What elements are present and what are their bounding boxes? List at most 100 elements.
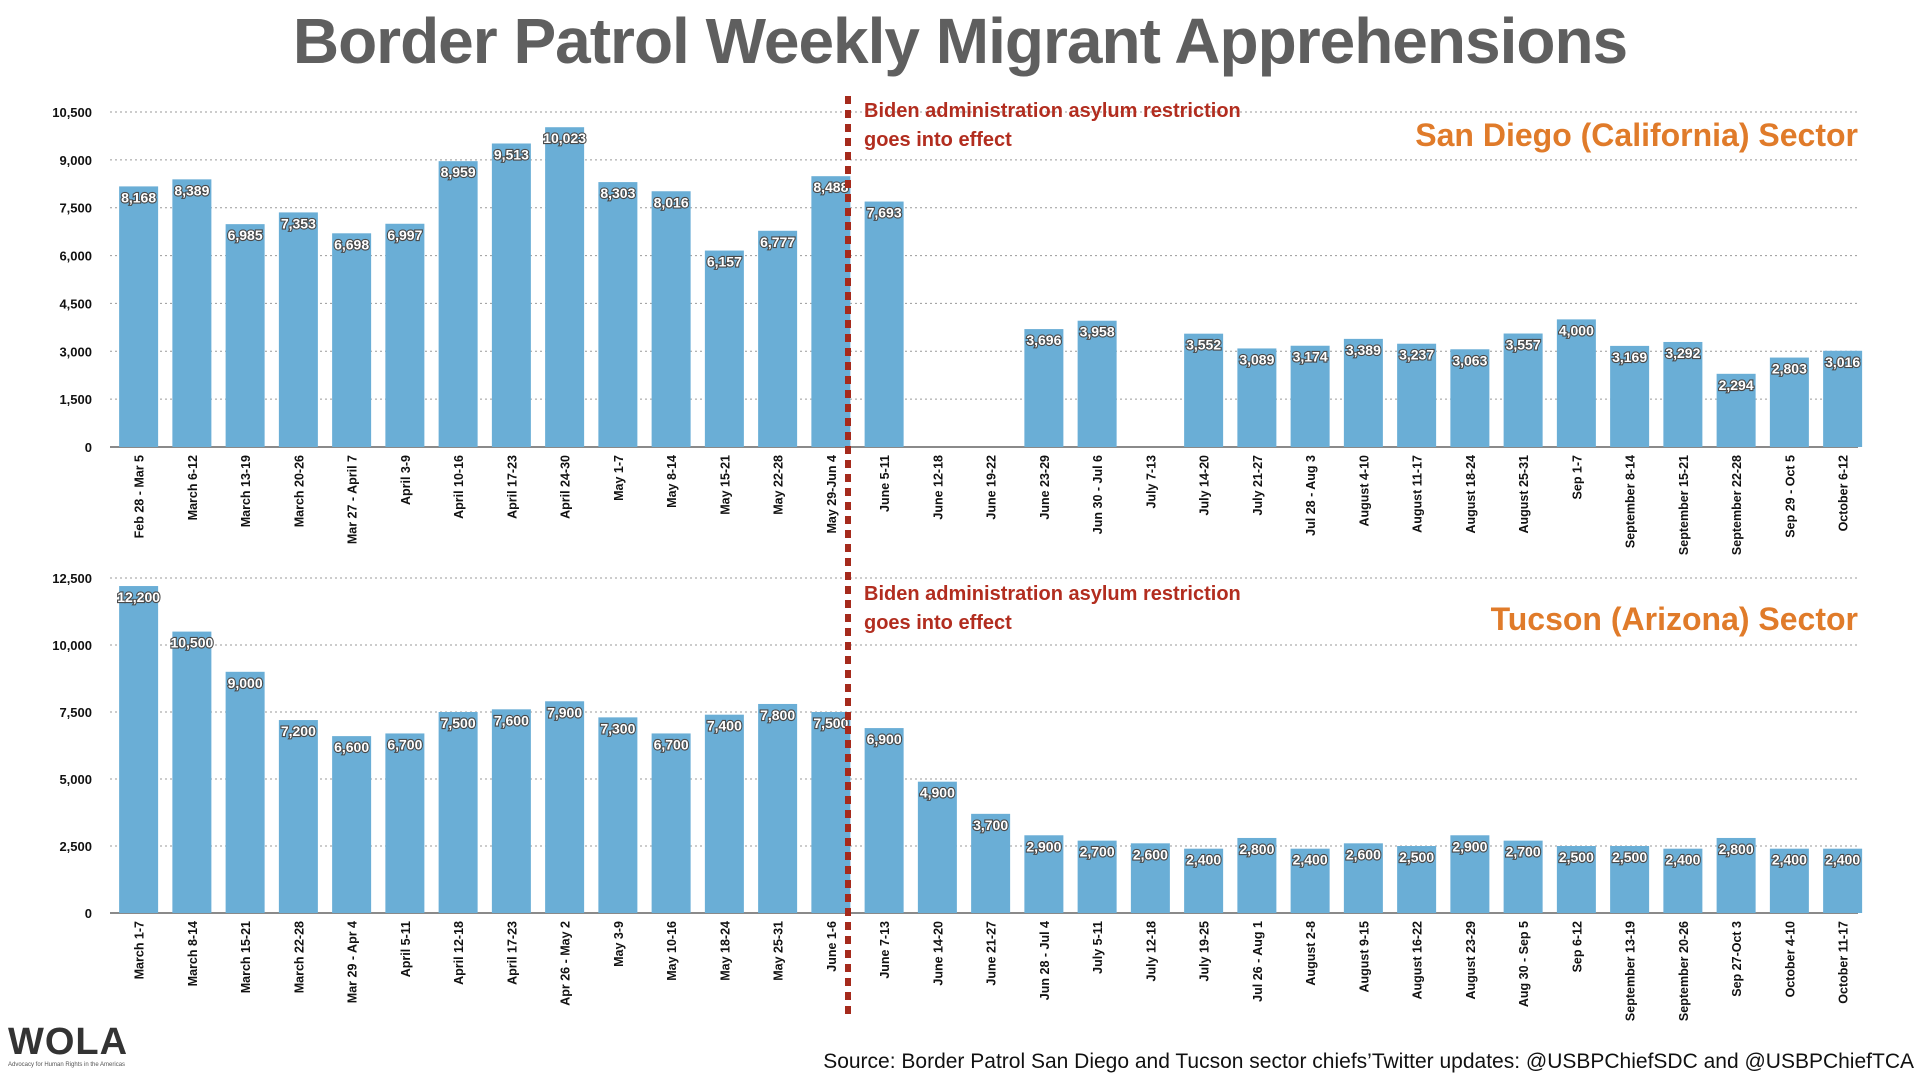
x-tick-label: March 6-12 bbox=[186, 455, 200, 520]
bar bbox=[1397, 343, 1437, 447]
bar bbox=[545, 701, 585, 913]
bar bbox=[598, 717, 638, 913]
x-tick-label: July 12-18 bbox=[1144, 921, 1158, 982]
x-tick-label: June 7-13 bbox=[878, 921, 892, 979]
bar-value-label: 6,900 bbox=[867, 731, 902, 747]
x-tick-label: April 12-18 bbox=[452, 921, 466, 985]
bar bbox=[758, 230, 798, 447]
bar bbox=[811, 712, 851, 913]
bar-value-label: 3,292 bbox=[1665, 345, 1700, 361]
x-tick-label: June 12-18 bbox=[931, 455, 945, 520]
bar bbox=[1716, 373, 1756, 447]
x-tick-label: March 20-26 bbox=[292, 455, 306, 527]
x-tick-label: October 6-12 bbox=[1837, 455, 1851, 531]
bar-value-label: 2,400 bbox=[1665, 852, 1700, 868]
x-tick-label: August 16-22 bbox=[1411, 921, 1425, 1000]
bar bbox=[225, 224, 265, 447]
x-tick-label: Jun 30 - Jul 6 bbox=[1091, 455, 1105, 534]
bar-value-label: 3,958 bbox=[1080, 324, 1115, 340]
bar-value-label: 3,389 bbox=[1346, 342, 1381, 358]
bar-value-label: 6,985 bbox=[228, 227, 263, 243]
bar-value-label: 3,237 bbox=[1399, 347, 1434, 363]
bar bbox=[598, 182, 638, 447]
bar-value-label: 7,900 bbox=[547, 704, 582, 720]
x-tick-label: Sep 27-Oct 3 bbox=[1730, 921, 1744, 997]
x-tick-label: May 22-28 bbox=[772, 455, 786, 515]
bar bbox=[1610, 345, 1650, 447]
bar-value-label: 6,157 bbox=[707, 254, 742, 270]
bar bbox=[385, 223, 425, 447]
wola-logo: WOLA Advocacy for Human Rights in the Am… bbox=[8, 1022, 168, 1080]
bar bbox=[119, 186, 159, 447]
x-tick-label: Aug 30 - Sep 5 bbox=[1517, 921, 1531, 1007]
bar-value-label: 3,016 bbox=[1825, 354, 1860, 370]
x-tick-label: July 5-11 bbox=[1091, 921, 1105, 974]
x-tick-label: July 19-25 bbox=[1198, 921, 1212, 982]
bar-value-label: 3,552 bbox=[1186, 337, 1221, 353]
x-tick-label: June 5-11 bbox=[878, 455, 892, 512]
bar bbox=[1503, 333, 1543, 447]
x-tick-label: August 9-15 bbox=[1357, 921, 1371, 993]
bar bbox=[1077, 840, 1117, 913]
bar bbox=[119, 586, 159, 913]
x-tick-label: Mar 27 - April 7 bbox=[346, 455, 360, 544]
x-tick-label: May 29-Jun 4 bbox=[825, 455, 839, 534]
x-tick-label: April 24-30 bbox=[559, 455, 573, 519]
y-tick-label: 3,000 bbox=[59, 344, 92, 359]
bar-value-label: 7,600 bbox=[494, 712, 529, 728]
x-tick-label: July 14-20 bbox=[1198, 455, 1212, 516]
bar bbox=[491, 143, 531, 448]
y-tick-label: 9,000 bbox=[59, 153, 92, 168]
bar-value-label: 6,600 bbox=[334, 739, 369, 755]
bar bbox=[1503, 840, 1543, 913]
bar-value-label: 2,900 bbox=[1026, 838, 1061, 854]
bar-value-label: 2,800 bbox=[1719, 841, 1754, 857]
x-tick-label: Jul 28 - Aug 3 bbox=[1304, 455, 1318, 536]
bar bbox=[278, 720, 318, 913]
policy-annotation: Biden administration asylum restriction g… bbox=[864, 583, 1241, 634]
bar-value-label: 8,303 bbox=[600, 185, 635, 201]
x-tick-label: May 1-7 bbox=[612, 455, 626, 501]
y-tick-label: 1,500 bbox=[59, 392, 92, 407]
bar-value-label: 12,200 bbox=[117, 589, 160, 605]
bar-value-label: 6,997 bbox=[387, 227, 422, 243]
bar bbox=[917, 781, 957, 913]
bar bbox=[1823, 848, 1863, 913]
x-tick-label: Feb 28 - Mar 5 bbox=[133, 455, 147, 538]
x-tick-label: September 22-28 bbox=[1730, 455, 1744, 555]
x-tick-label: September 15-21 bbox=[1677, 455, 1691, 555]
x-tick-label: May 3-9 bbox=[612, 921, 626, 967]
x-tick-label: June 23-29 bbox=[1038, 455, 1052, 520]
bar bbox=[1237, 837, 1277, 913]
bar-value-label: 2,600 bbox=[1133, 846, 1168, 862]
bar bbox=[1556, 319, 1596, 447]
bar bbox=[1823, 350, 1863, 447]
bar-value-label: 3,696 bbox=[1026, 332, 1061, 348]
bar bbox=[1077, 320, 1117, 447]
y-tick-label: 0 bbox=[85, 440, 92, 455]
x-tick-label: August 18-24 bbox=[1464, 455, 1478, 534]
bar-value-label: 3,169 bbox=[1612, 349, 1647, 365]
bar bbox=[971, 813, 1011, 913]
bar-value-label: 6,777 bbox=[760, 234, 795, 250]
bar bbox=[651, 191, 691, 447]
bar-value-label: 6,700 bbox=[654, 736, 689, 752]
y-tick-label: 7,500 bbox=[59, 201, 92, 216]
bar-value-label: 2,500 bbox=[1399, 849, 1434, 865]
x-tick-label: October 11-17 bbox=[1837, 921, 1851, 1004]
bar-value-label: 10,500 bbox=[170, 635, 213, 651]
x-tick-label: June 14-20 bbox=[931, 921, 945, 986]
bar-value-label: 10,023 bbox=[543, 130, 586, 146]
x-tick-label: June 21-27 bbox=[985, 921, 999, 986]
bar bbox=[1184, 848, 1224, 913]
policy-annotation: Biden administration asylum restriction g… bbox=[864, 100, 1241, 151]
bar bbox=[1397, 846, 1437, 913]
bar-value-label: 3,174 bbox=[1293, 349, 1328, 365]
bar-value-label: 8,959 bbox=[441, 164, 476, 180]
bar-value-label: 7,200 bbox=[281, 723, 316, 739]
bar bbox=[758, 703, 798, 913]
bar-value-label: 7,353 bbox=[281, 215, 316, 231]
x-tick-label: August 25-31 bbox=[1517, 455, 1531, 534]
bar-value-label: 4,900 bbox=[920, 785, 955, 801]
